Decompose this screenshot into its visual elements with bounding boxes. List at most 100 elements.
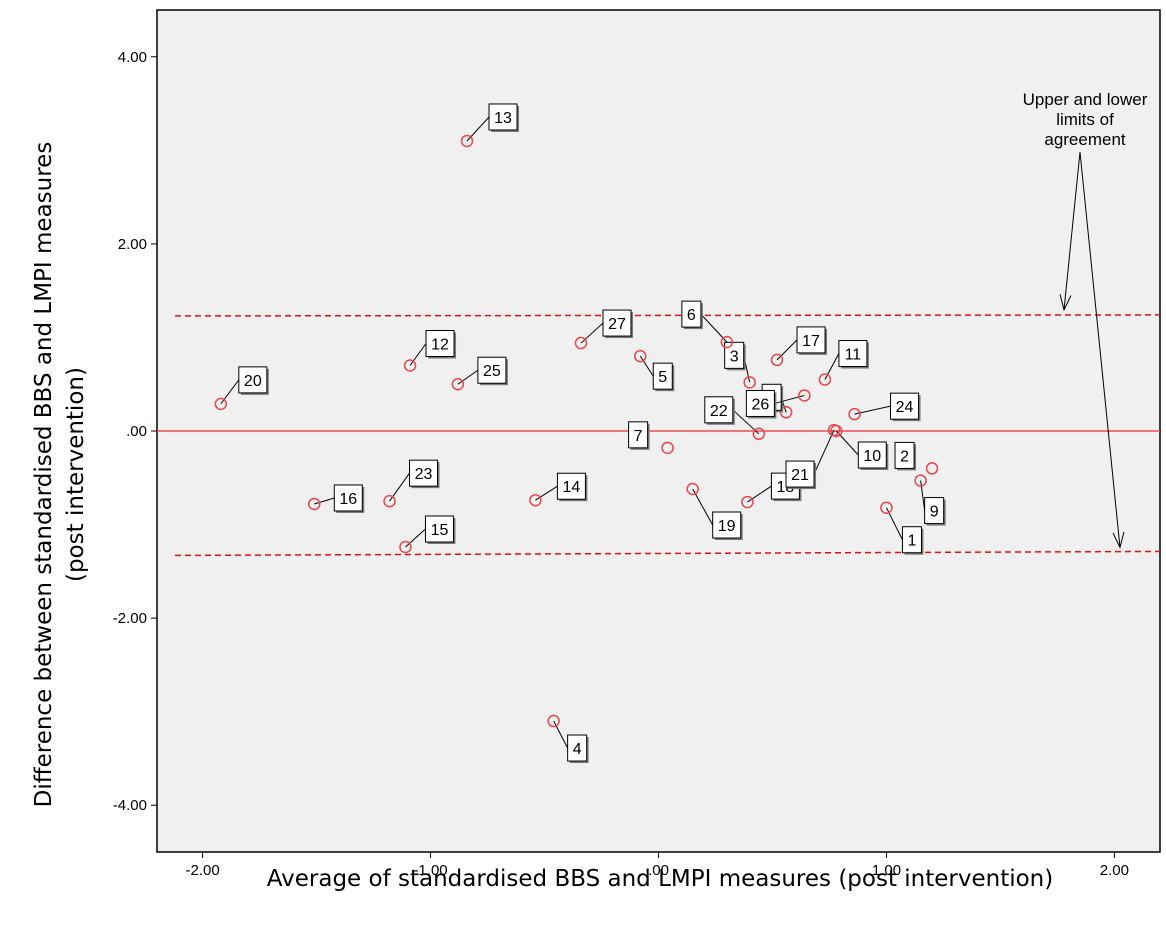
data-point [686,482,699,496]
annotation-line-3: agreement [1044,130,1126,149]
point-label-box [333,484,363,512]
data-point [547,714,560,728]
point-label: 6 [687,307,696,324]
data-point [403,359,417,372]
point-label-box [857,441,887,469]
point-label: 5 [658,369,667,386]
point-label: 27 [608,316,626,333]
point-label-box [712,511,742,539]
point-label: 22 [710,403,728,420]
point-label-box [724,341,745,369]
upper-limit-line [174,314,1161,317]
point-label: 1 [908,533,917,550]
point-label: 14 [563,479,581,496]
point-label-box [838,340,868,368]
point-label: 19 [718,518,736,535]
y-tick-label: 4.00 [118,49,147,66]
point-label: 4 [573,741,582,758]
data-point [925,462,939,475]
data-point [914,474,927,487]
data-point [770,353,784,367]
point-label: 12 [431,337,449,354]
point-label-leader [813,429,835,475]
data-point [399,540,412,554]
x-tick-label: -2.00 [185,862,219,879]
x-tick-label: 2.00 [1100,862,1129,879]
point-label: 7 [634,428,643,445]
y-axis-title-line-2: (post intervention) [63,367,89,582]
data-point [634,349,647,363]
point-label: 16 [339,491,357,508]
point-label-box [238,366,268,394]
point-label: 9 [930,504,939,521]
data-point [741,495,754,509]
y-tick-label: -4.00 [113,797,147,814]
data-point [214,397,228,411]
arrow-to-upper-limit [1063,151,1081,310]
point-label-box [556,472,586,500]
point-label-leader [314,497,335,505]
point-label: 25 [483,363,501,380]
point-label-leader [692,488,714,526]
x-axis-title: Average of standardised BBS and LMPI mea… [266,866,1054,892]
point-label: 13 [494,110,512,127]
point-label-box [602,309,632,337]
point-label-leader [776,339,798,361]
point-label-box [704,396,734,424]
point-label-box [425,330,455,358]
y-tick-label: 2.00 [118,236,147,253]
point-label: 24 [896,399,914,416]
point-label-leader [535,485,558,501]
data-point [383,494,396,508]
data-point [720,335,734,349]
data-point [818,373,832,386]
point-label-box [409,459,439,487]
point-label: 15 [431,522,449,539]
data-point [574,336,588,350]
point-label: 11 [845,347,862,364]
point-label: 23 [415,466,433,483]
point-label-box [745,389,775,417]
point-label-leader [639,355,654,377]
point-label: 26 [751,396,769,413]
point-label-box [477,356,507,384]
data-point [308,497,321,511]
point-label-box [628,421,649,449]
data-point [661,441,674,455]
data-point [798,389,811,402]
point-label-box [901,526,922,554]
data-point [460,134,474,148]
y-tick-label: .00 [126,423,147,440]
point-label-leader [457,369,479,385]
lower-limit-line [174,550,1161,557]
arrow-to-lower-limit-head [1112,531,1125,549]
point-label-box [567,734,588,762]
point-label-box [894,441,915,469]
data-point [848,407,861,421]
data-point [880,501,893,514]
y-axis-title-line-1: Difference between standardised BBS and … [31,141,57,808]
x-tick-label: -1.00 [413,862,447,879]
point-label-box [796,326,826,354]
point-label-box [924,497,945,525]
x-tick-label: .00 [648,862,669,879]
point-label: 3 [730,348,739,365]
point-label-leader [700,313,728,343]
y-axis-title: Difference between standardised BBS and … [0,0,120,949]
point-label-leader [409,343,427,366]
y-tick-label: -2.00 [113,610,147,627]
point-label: 20 [244,373,262,390]
point-label-box [681,300,702,328]
annotation-line-1: Upper and lower [1022,90,1148,109]
point-label-box [424,515,454,543]
x-tick-label: 1.00 [872,862,901,879]
point-label: 17 [802,333,820,350]
point-label-box [488,103,518,131]
arrow-to-lower-limit [1079,151,1121,548]
arrow-to-upper-limit-head [1059,294,1072,312]
point-label-leader [405,528,426,548]
data-point [752,427,766,441]
point-label: 21 [791,467,809,484]
point-label: 10 [863,448,881,465]
point-label: 2 [900,448,909,465]
